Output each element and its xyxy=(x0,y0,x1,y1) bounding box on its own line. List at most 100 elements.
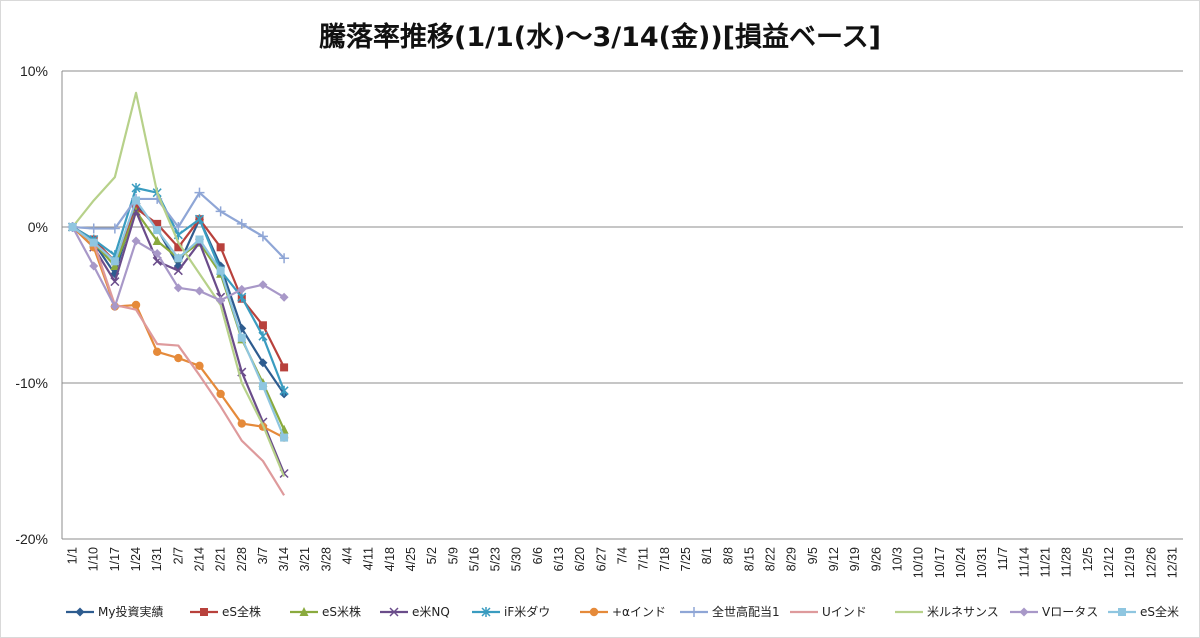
legend-item: eS全株 xyxy=(190,604,261,619)
legend-label: Uインド xyxy=(822,605,867,619)
x-tick-label: 8/29 xyxy=(785,547,799,571)
x-tick-label: 10/24 xyxy=(954,547,968,578)
series-2-point xyxy=(152,236,162,246)
series-10-point xyxy=(132,196,141,205)
x-tick-label: 9/5 xyxy=(806,547,820,564)
x-tick-label: 12/19 xyxy=(1123,547,1137,578)
x-tick-label: 8/1 xyxy=(700,547,714,564)
x-tick-label: 7/11 xyxy=(637,547,651,570)
series-5-point xyxy=(237,419,246,428)
series-4-point xyxy=(194,214,205,225)
series-9-point xyxy=(89,261,99,271)
series-9-point xyxy=(258,280,268,290)
x-tick-label: 12/12 xyxy=(1102,547,1116,578)
series-5-point xyxy=(174,353,183,363)
x-tick-label: 1/1 xyxy=(66,547,80,564)
series-6-point xyxy=(236,218,247,229)
x-tick-label: 1/17 xyxy=(108,547,122,571)
legend-label: iF米ダウ xyxy=(504,604,550,619)
series-lines xyxy=(67,91,290,496)
series-10-point xyxy=(258,382,267,391)
series-9-point xyxy=(279,292,289,302)
series-6-point xyxy=(173,222,184,232)
series-8-line xyxy=(71,91,286,478)
series-9-point xyxy=(152,249,162,259)
legend-swatch-point xyxy=(299,607,309,616)
series-0-point xyxy=(258,358,268,368)
x-tick-label: 2/7 xyxy=(171,547,185,564)
chart-title: 騰落率推移(1/1(水)～3/14(金))[損益ベース] xyxy=(319,21,881,53)
series-3-point xyxy=(110,277,120,287)
axes: 10% 0% -10% -20% 1/1 1/10 1/17 1/24 1/31 2/7 2/14 2… xyxy=(15,63,1183,578)
series-1-point xyxy=(258,321,267,330)
x-tick-label: 2/14 xyxy=(192,547,206,571)
x-tick-label: 1/10 xyxy=(87,547,101,571)
series-5-point xyxy=(216,389,225,399)
legend-label: 米ルネサンス xyxy=(927,605,999,619)
x-tick-label: 10/31 xyxy=(975,547,989,578)
legend-swatch-point xyxy=(75,607,85,617)
x-tick-label: 9/12 xyxy=(827,547,841,571)
series-6-point xyxy=(257,231,268,242)
series-1-point xyxy=(153,219,162,228)
x-tick-label: 4/11 xyxy=(362,547,376,570)
series-9-point xyxy=(173,283,183,293)
series-10-point xyxy=(237,333,246,342)
series-7-line xyxy=(71,226,286,496)
series-10-point xyxy=(68,223,77,231)
x-tick-label: 4/25 xyxy=(404,547,418,571)
x-tick-label: 8/8 xyxy=(721,547,735,564)
series-9-point xyxy=(237,284,247,294)
legend: My投資実績 eS全株 eS米株 e米NQ iF米ダウ +αインド 全世高配当1 Uインド 米ル… xyxy=(66,604,1179,619)
x-tick-label: 7/25 xyxy=(679,547,693,571)
series-9-point xyxy=(110,302,120,312)
legend-swatch-point xyxy=(689,607,699,617)
legend-label: Vロータス xyxy=(1042,605,1098,619)
legend-swatch-point xyxy=(200,608,208,616)
series-7 xyxy=(71,226,286,496)
x-tick-label: 3/28 xyxy=(319,547,333,571)
y-tick-label: -20% xyxy=(15,531,48,547)
x-tick-label: 3/14 xyxy=(277,547,291,571)
legend-item: eS米株 xyxy=(290,604,361,619)
x-tick-label: 9/19 xyxy=(848,547,862,571)
x-tick-label: 8/15 xyxy=(742,547,756,571)
x-tick-label: 9/26 xyxy=(869,547,883,571)
series-10-point xyxy=(153,226,162,235)
x-tick-label: 7/4 xyxy=(616,547,630,564)
y-tick-label: -10% xyxy=(15,375,48,391)
series-9-point xyxy=(194,286,204,296)
x-tick-label: 2/21 xyxy=(214,547,228,571)
series-10-point xyxy=(216,266,225,275)
y-tick-label: 0% xyxy=(28,219,48,235)
x-tick-label: 11/21 xyxy=(1039,547,1053,577)
legend-label: e米NQ xyxy=(412,605,450,619)
legend-swatch-point xyxy=(1019,607,1029,617)
legend-label: My投資実績 xyxy=(98,604,163,619)
series-8 xyxy=(71,91,286,478)
series-10-point xyxy=(195,235,204,244)
legend-swatch-point xyxy=(589,607,599,617)
series-6-point xyxy=(215,206,226,217)
legend-item: eS全米 xyxy=(1108,604,1179,619)
legend-item: iF米ダウ xyxy=(472,604,550,619)
x-tick-label: 7/18 xyxy=(658,547,672,571)
legend-item: Vロータス xyxy=(1010,605,1098,619)
series-1-point xyxy=(216,243,225,252)
legend-label: eS米株 xyxy=(322,604,361,619)
x-tick-label: 6/27 xyxy=(594,547,608,571)
legend-label: +αインド xyxy=(612,605,666,619)
x-tick-label: 10/3 xyxy=(890,547,904,571)
x-tick-label: 12/5 xyxy=(1081,547,1095,571)
legend-label: 全世高配当1 xyxy=(712,604,780,619)
legend-label: eS全株 xyxy=(222,604,261,619)
series-9 xyxy=(68,222,289,312)
y-tick-label: 10% xyxy=(20,63,48,79)
series-9-point xyxy=(216,295,226,305)
x-tick-label: 1/24 xyxy=(129,547,143,571)
legend-item: e米NQ xyxy=(380,605,450,619)
series-10-point xyxy=(110,257,119,266)
x-tick-label: 3/7 xyxy=(256,547,270,564)
